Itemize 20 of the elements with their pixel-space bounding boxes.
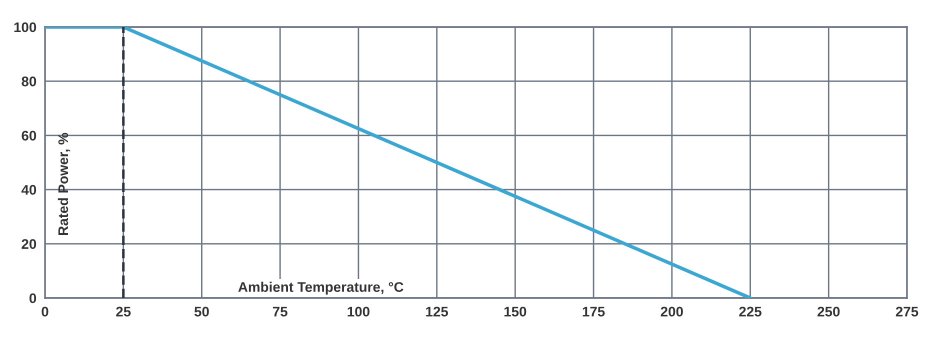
y-axis-title: Rated Power, % — [58, 132, 70, 235]
x-tick-label: 225 — [739, 306, 762, 317]
x-tick-label: 250 — [818, 306, 840, 317]
x-tick-label: 125 — [426, 306, 448, 317]
x-tick-label: 200 — [660, 306, 683, 317]
x-tick-label: 25 — [116, 306, 131, 317]
y-tick-label: 100 — [14, 22, 36, 32]
x-tick-label: 100 — [348, 306, 370, 317]
y-tick-label: 60 — [22, 130, 36, 141]
y-tick-label: 80 — [22, 76, 36, 86]
y-tick-label: 20 — [22, 239, 36, 249]
y-tick-label: 40 — [21, 184, 36, 195]
x-tick-label: 75 — [272, 306, 288, 317]
y-tick-label: 0 — [29, 293, 36, 304]
x-tick-label: 275 — [896, 306, 918, 317]
x-axis-title: Ambient Temperature, °C — [238, 282, 404, 295]
x-tick-label: 50 — [194, 306, 209, 317]
x-tick-label: 175 — [582, 306, 605, 317]
x-tick-label: 0 — [42, 306, 48, 317]
x-tick-label: 150 — [504, 306, 526, 317]
